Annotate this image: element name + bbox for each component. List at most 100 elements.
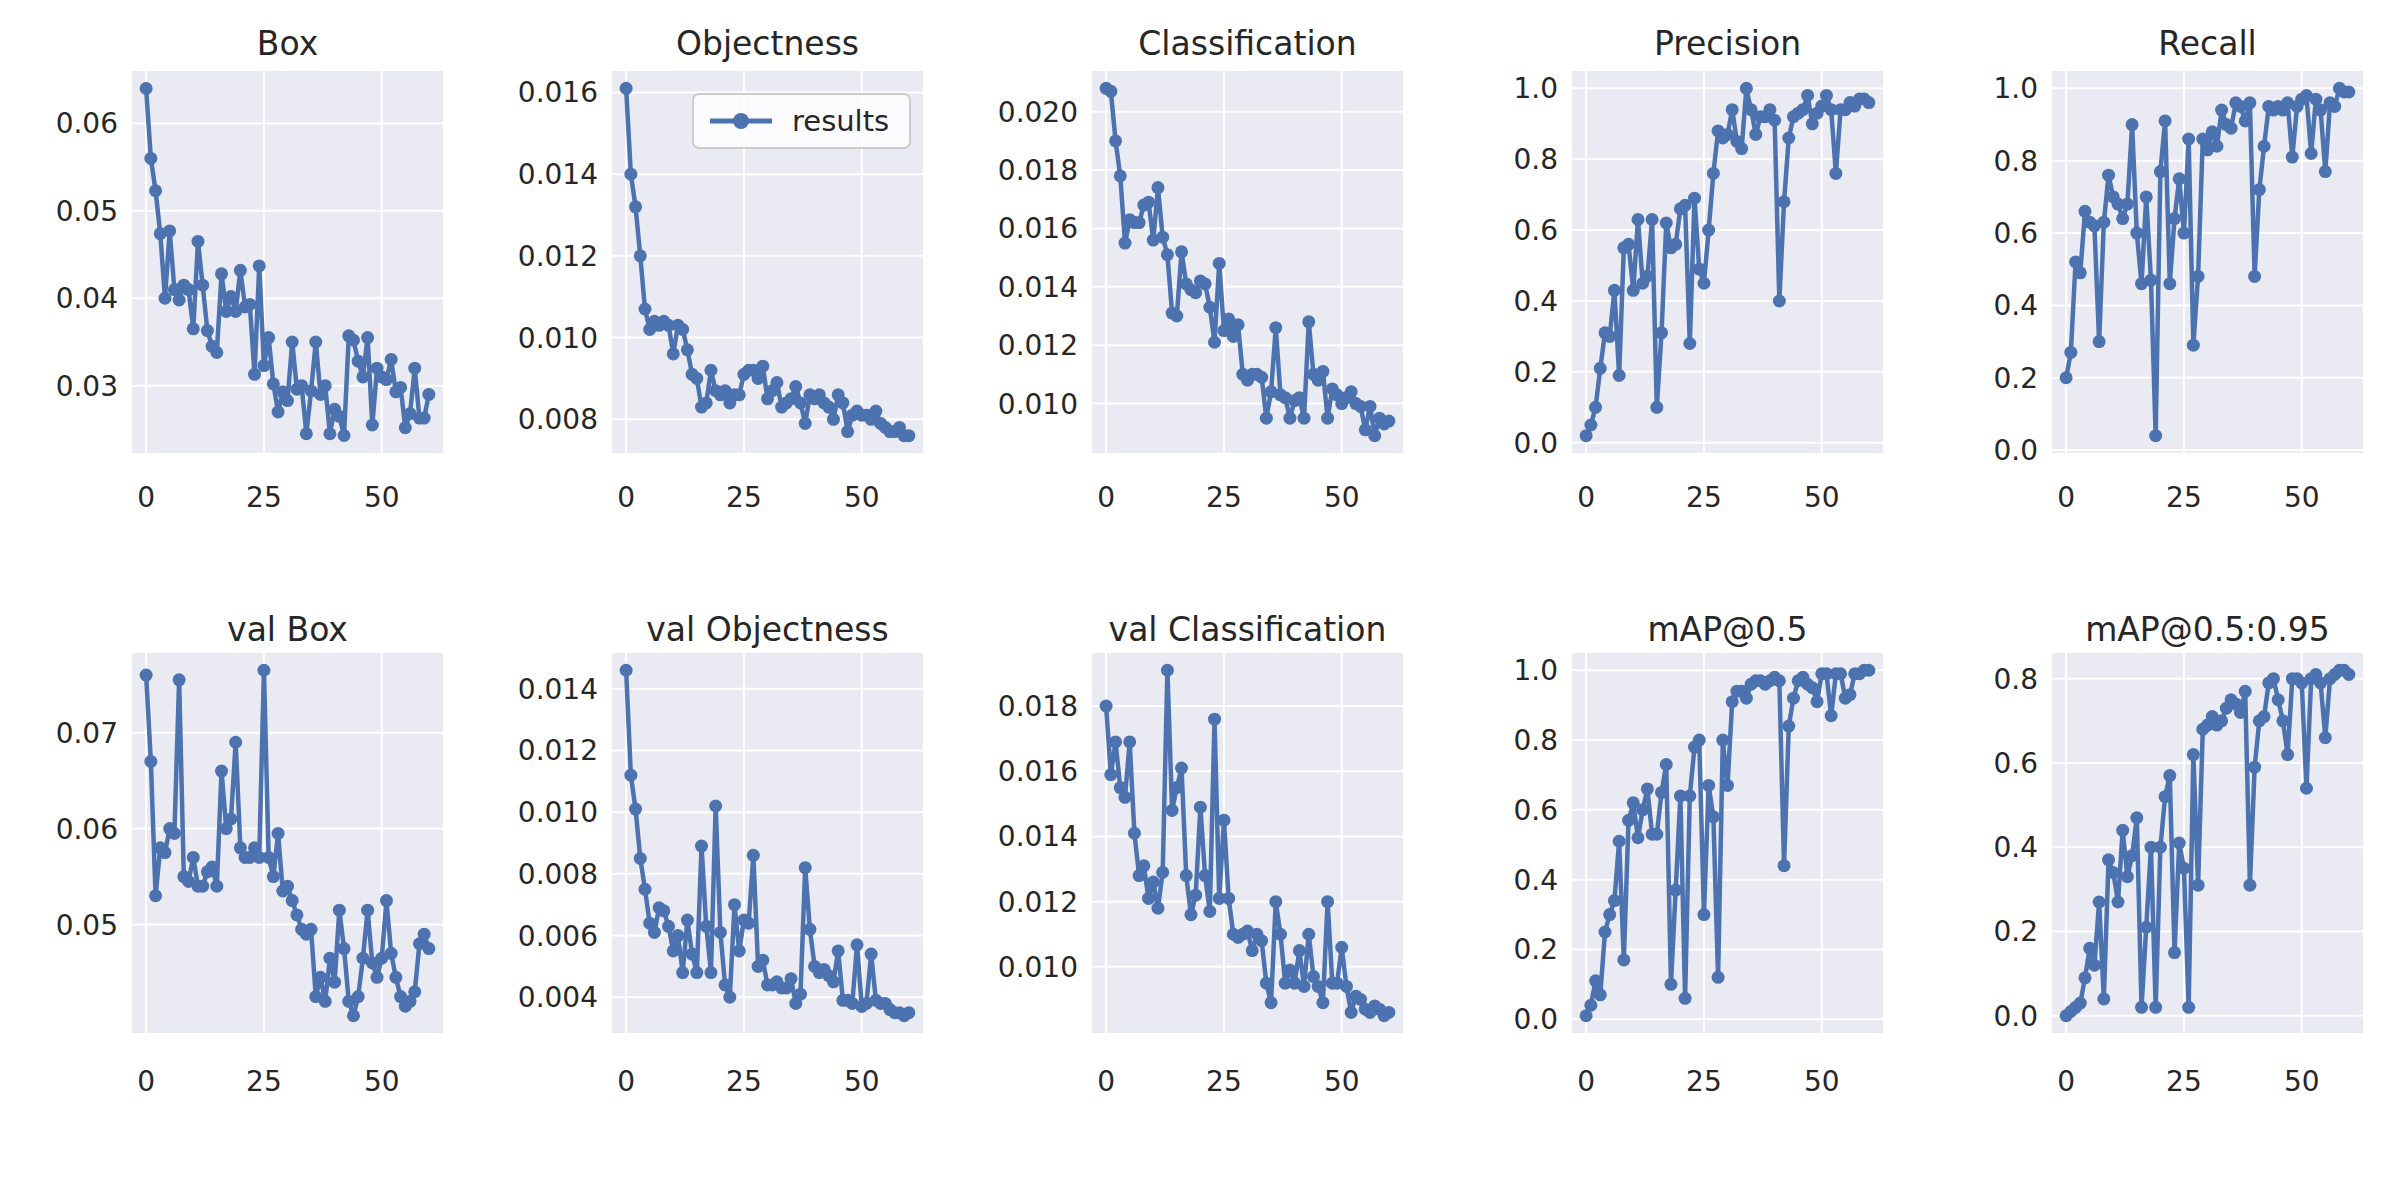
data-point-marker: [1109, 134, 1122, 147]
y-tick-label: 0.07: [56, 717, 118, 750]
data-point-marker: [408, 985, 421, 998]
data-point-marker: [2074, 997, 2087, 1010]
data-point-marker: [794, 988, 807, 1001]
data-point-marker: [1189, 889, 1202, 902]
data-point-marker: [2182, 133, 2195, 146]
data-point-marker: [2078, 971, 2091, 984]
data-point-marker: [667, 347, 680, 360]
data-point-marker: [634, 852, 647, 865]
data-point-marker: [1650, 401, 1663, 414]
data-point-marker: [1227, 330, 1240, 343]
data-point-marker: [224, 290, 237, 303]
data-point-marker: [789, 380, 802, 393]
data-point-marker: [361, 331, 374, 344]
data-point-marker: [2187, 748, 2200, 761]
data-point-marker: [333, 904, 346, 917]
data-point-marker: [1773, 674, 1786, 687]
data-point-marker: [338, 942, 351, 955]
data-point-marker: [1104, 768, 1117, 781]
data-point-marker: [389, 971, 402, 984]
data-point-marker: [1255, 934, 1268, 947]
data-point-marker: [2192, 270, 2205, 283]
data-point-marker: [2239, 685, 2252, 698]
data-point-marker: [1693, 263, 1706, 276]
data-point-marker: [234, 264, 247, 277]
plot-canvas: 025500.00.20.40.60.81.0: [1920, 0, 2400, 600]
data-point-marker: [681, 343, 694, 356]
data-point-marker: [2300, 782, 2313, 795]
x-tick-label: 0: [617, 481, 635, 514]
data-point-marker: [196, 880, 209, 893]
data-point-marker: [1726, 103, 1739, 116]
data-point-marker: [385, 353, 398, 366]
data-point-marker: [2093, 895, 2106, 908]
data-point-marker: [2272, 693, 2285, 706]
subplot-map05-095: mAP@0.5:0.95 025500.00.20.40.60.8: [1920, 600, 2400, 1200]
data-point-marker: [902, 1006, 915, 1019]
data-point-marker: [785, 972, 798, 985]
results-figure: Box 025500.030.040.050.06 Objectness 025…: [0, 0, 2400, 1200]
y-tick-label: 0.012: [518, 734, 598, 767]
data-point-marker: [770, 376, 783, 389]
data-point-marker: [323, 427, 336, 440]
x-tick-label: 25: [2166, 1065, 2202, 1098]
data-point-marker: [723, 991, 736, 1004]
y-tick-label: 0.2: [1513, 356, 1558, 389]
data-point-marker: [1862, 664, 1875, 677]
data-point-marker: [380, 894, 393, 907]
data-point-marker: [1260, 412, 1273, 425]
data-point-marker: [1844, 688, 1857, 701]
data-point-marker: [352, 355, 365, 368]
data-point-marker: [1594, 362, 1607, 375]
data-point-marker: [1283, 412, 1296, 425]
data-point-marker: [1151, 181, 1164, 194]
x-tick-label: 50: [844, 1065, 880, 1098]
data-point-marker: [1862, 96, 1875, 109]
x-tick-label: 50: [364, 481, 400, 514]
data-point-marker: [2093, 335, 2106, 348]
y-tick-label: 0.012: [998, 886, 1078, 919]
y-tick-label: 0.06: [56, 107, 118, 140]
data-point-marker: [657, 904, 670, 917]
data-point-marker: [2163, 769, 2176, 782]
data-point-marker: [2281, 748, 2294, 761]
data-point-marker: [2130, 811, 2143, 824]
y-tick-label: 0.05: [56, 909, 118, 942]
data-point-marker: [1782, 131, 1795, 144]
data-point-marker: [2276, 714, 2289, 727]
data-point-marker: [1147, 876, 1160, 889]
data-point-marker: [422, 388, 435, 401]
data-point-marker: [2243, 96, 2256, 109]
data-point-marker: [1622, 238, 1635, 251]
data-point-marker: [1834, 667, 1847, 680]
data-point-marker: [1170, 781, 1183, 794]
data-point-marker: [756, 954, 769, 967]
y-tick-label: 1.0: [1513, 654, 1558, 687]
data-point-marker: [2239, 114, 2252, 127]
data-point-marker: [624, 168, 637, 181]
data-point-marker: [309, 335, 322, 348]
data-point-marker: [2206, 125, 2219, 138]
data-point-marker: [262, 331, 275, 344]
x-tick-label: 50: [844, 481, 880, 514]
data-point-marker: [2159, 790, 2172, 803]
y-tick-label: 0.020: [998, 96, 1078, 129]
data-point-marker: [2319, 731, 2332, 744]
data-point-marker: [144, 755, 157, 768]
data-point-marker: [1156, 231, 1169, 244]
data-point-marker: [752, 372, 765, 385]
data-point-marker: [1778, 859, 1791, 872]
axes-background: [1092, 653, 1403, 1033]
data-point-marker: [290, 908, 303, 921]
data-point-marker: [2083, 942, 2096, 955]
data-point-marker: [676, 323, 689, 336]
data-point-marker: [286, 335, 299, 348]
data-point-marker: [799, 417, 812, 430]
data-point-marker: [1128, 827, 1141, 840]
data-point-marker: [733, 388, 746, 401]
data-point-marker: [2342, 85, 2355, 98]
data-point-marker: [629, 803, 642, 816]
y-tick-label: 0.03: [56, 370, 118, 403]
data-point-marker: [2107, 866, 2120, 879]
data-point-marker: [418, 412, 431, 425]
